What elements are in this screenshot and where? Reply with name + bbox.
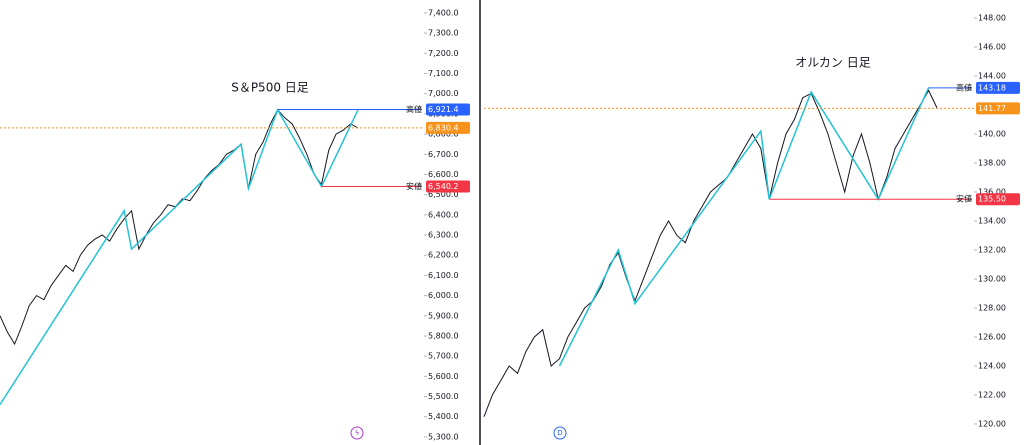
y-tick-label: 138.00 — [978, 158, 1006, 167]
y-tick-label: 6,800.0 — [428, 130, 459, 139]
y-tick-label: 6,000.0 — [428, 291, 459, 300]
y-tick-label: 140.00 — [978, 129, 1006, 138]
zigzag-line — [558, 87, 930, 367]
y-tick-label: 5,500.0 — [428, 392, 459, 401]
y-tick-label: 148.00 — [978, 13, 1006, 22]
y-tick-label: 6,100.0 — [428, 271, 459, 280]
y-tick-label: 146.00 — [978, 42, 1006, 51]
dividend-icon-glyph: D — [557, 429, 562, 437]
y-tick-label: 7,000.0 — [428, 89, 459, 98]
y-tick-label: 5,900.0 — [428, 311, 459, 320]
y-tick-label: 6,400.0 — [428, 210, 459, 219]
y-tick-label: 120.00 — [978, 419, 1006, 428]
y-tick-label: 124.00 — [978, 361, 1006, 370]
y-tick-label: 128.00 — [978, 303, 1006, 312]
y-tick-label: 5,400.0 — [428, 412, 459, 421]
price-line — [0, 108, 359, 346]
level-badge — [976, 102, 1020, 115]
level-badge — [426, 180, 470, 193]
dividend-icon[interactable] — [553, 426, 567, 440]
y-tick-label: 7,400.0 — [428, 8, 459, 17]
y-tick-label: 7,100.0 — [428, 69, 459, 78]
event-icon-glyph: ϟ — [355, 429, 360, 437]
level-value: 135.50 — [978, 195, 1006, 204]
level-badge — [976, 193, 1020, 206]
y-tick-label: 132.00 — [978, 245, 1006, 254]
level-name: 安値 — [956, 194, 972, 204]
level-value: 6,830.4 — [428, 123, 459, 132]
chart-title: オルカン 日足 — [795, 56, 870, 70]
level-badge — [976, 81, 1020, 94]
level-name: 高値 — [406, 104, 422, 114]
y-tick-label: 122.00 — [978, 390, 1006, 399]
level-badge — [426, 103, 470, 116]
y-tick-label: 6,300.0 — [428, 231, 459, 240]
y-tick-label: 6,700.0 — [428, 150, 459, 159]
level-value: 6,921.4 — [428, 105, 459, 114]
chart-title: S＆P500 日足 — [231, 81, 309, 95]
y-tick-label: 126.00 — [978, 332, 1006, 341]
level-name: 安値 — [406, 181, 422, 191]
y-tick-label: 136.00 — [978, 187, 1006, 196]
level-value: 6,540.2 — [428, 182, 459, 191]
y-tick-label: 144.00 — [978, 71, 1006, 80]
price-line — [483, 89, 938, 417]
y-tick-label: 130.00 — [978, 274, 1006, 283]
y-tick-label: 5,800.0 — [428, 331, 459, 340]
y-tick-label: 134.00 — [978, 216, 1006, 225]
level-name: 高値 — [956, 82, 972, 92]
y-tick-label: 5,700.0 — [428, 352, 459, 361]
event-icon[interactable] — [350, 426, 364, 440]
level-value: 143.18 — [978, 83, 1006, 92]
y-tick-label: 6,200.0 — [428, 251, 459, 260]
y-tick-label: 5,300.0 — [428, 432, 459, 441]
level-value: 141.77 — [978, 104, 1006, 113]
y-tick-label: 6,500.0 — [428, 190, 459, 199]
y-tick-label: 7,200.0 — [428, 49, 459, 58]
level-badge — [426, 121, 470, 134]
y-tick-label: 6,600.0 — [428, 170, 459, 179]
y-tick-label: 7,300.0 — [428, 29, 459, 38]
zigzag-line — [0, 108, 359, 406]
y-tick-label: 5,600.0 — [428, 372, 459, 381]
